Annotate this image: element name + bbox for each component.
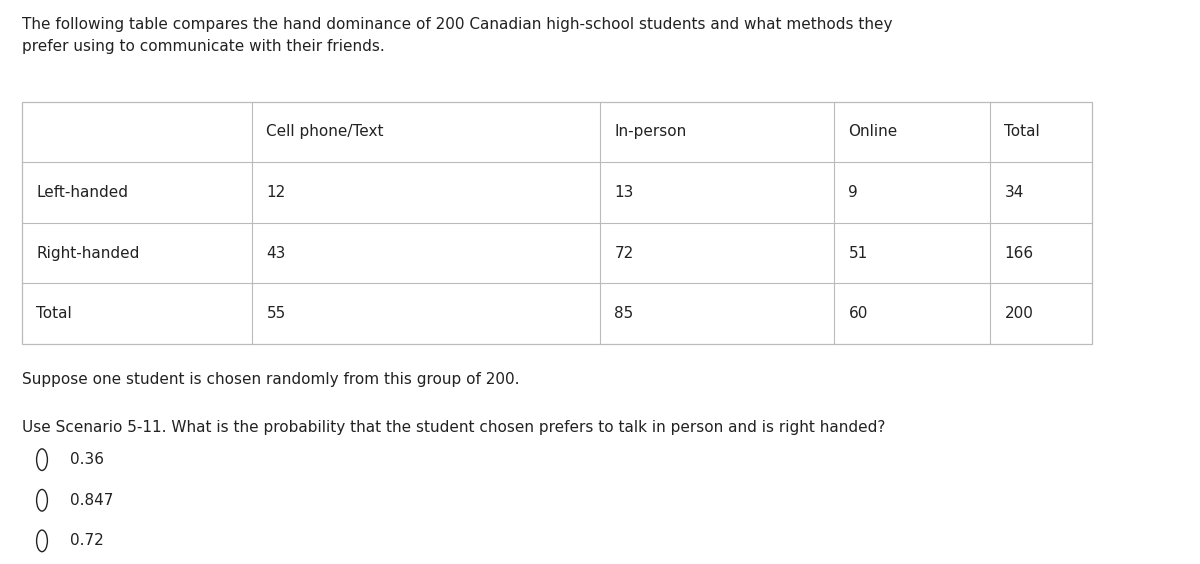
Text: 0.72: 0.72 bbox=[70, 534, 103, 548]
Bar bbox=[22, 102, 1092, 344]
Text: 0.36: 0.36 bbox=[70, 452, 103, 467]
Text: 43: 43 bbox=[266, 245, 286, 261]
Text: 9: 9 bbox=[848, 185, 858, 200]
Text: Cell phone/Text: Cell phone/Text bbox=[266, 124, 384, 139]
Text: 60: 60 bbox=[848, 306, 868, 321]
Text: 0.847: 0.847 bbox=[70, 493, 113, 508]
Text: 12: 12 bbox=[266, 185, 286, 200]
Text: Total: Total bbox=[36, 306, 72, 321]
Text: The following table compares the hand dominance of 200 Canadian high-school stud: The following table compares the hand do… bbox=[22, 17, 892, 32]
Text: In-person: In-person bbox=[614, 124, 686, 139]
Text: Suppose one student is chosen randomly from this group of 200.: Suppose one student is chosen randomly f… bbox=[22, 372, 520, 387]
Text: Right-handed: Right-handed bbox=[36, 245, 139, 261]
Text: Use Scenario 5-11. What is the probability that the student chosen prefers to ta: Use Scenario 5-11. What is the probabili… bbox=[22, 420, 884, 435]
Text: Left-handed: Left-handed bbox=[36, 185, 128, 200]
Text: 13: 13 bbox=[614, 185, 634, 200]
Text: 200: 200 bbox=[1004, 306, 1033, 321]
Text: Online: Online bbox=[848, 124, 898, 139]
Text: 166: 166 bbox=[1004, 245, 1033, 261]
Text: 72: 72 bbox=[614, 245, 634, 261]
Text: Total: Total bbox=[1004, 124, 1040, 139]
Text: 34: 34 bbox=[1004, 185, 1024, 200]
Text: 55: 55 bbox=[266, 306, 286, 321]
Text: prefer using to communicate with their friends.: prefer using to communicate with their f… bbox=[22, 39, 384, 55]
Text: 51: 51 bbox=[848, 245, 868, 261]
Text: 85: 85 bbox=[614, 306, 634, 321]
